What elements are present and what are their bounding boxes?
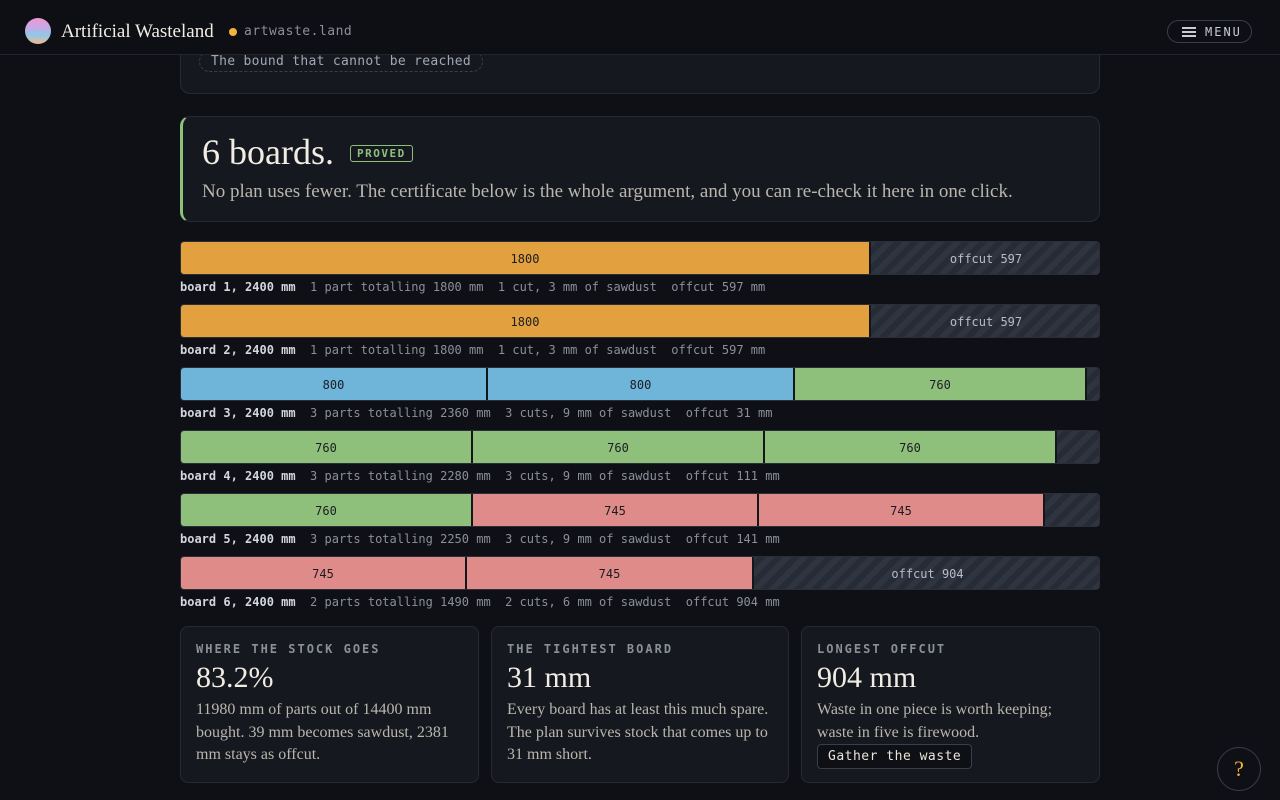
caption-offcut: offcut 141 mm xyxy=(685,532,780,546)
part-segment[interactable]: 1800 xyxy=(181,305,871,337)
caption-name: board 4, 2400 mm xyxy=(180,469,296,483)
hamburger-icon xyxy=(1182,27,1196,37)
stat-card-offcut: LONGEST OFFCUT 904 mm Waste in one piece… xyxy=(801,626,1100,783)
gather-waste-button[interactable]: Gather the waste xyxy=(817,744,973,769)
help-button[interactable]: ? xyxy=(1217,747,1261,791)
part-segment[interactable]: 800 xyxy=(488,368,795,400)
stat-label: THE TIGHTEST BOARD xyxy=(507,642,674,656)
offcut-label: offcut 597 xyxy=(949,252,1023,266)
caption-name: board 2, 2400 mm xyxy=(180,343,296,357)
stat-description: 11980 mm of parts out of 14400 mm bought… xyxy=(196,701,449,763)
board-row: 1800 offcut 597 board 1, 2400 mm 1 part to… xyxy=(180,241,1100,294)
stat-value: 904 mm xyxy=(817,661,917,694)
offcut-label: offcut 904 xyxy=(891,567,964,581)
board-caption: board 1, 2400 mm 1 part totalling 1800 m… xyxy=(180,280,765,294)
offcut-label: offcut 597 xyxy=(949,315,1023,329)
board-bar: 1800 offcut 597 xyxy=(180,241,1100,275)
caption-parts: 3 parts totalling 2250 mm xyxy=(310,532,491,546)
part-segment[interactable]: 745 xyxy=(467,557,754,589)
site-domain: artwaste.land xyxy=(244,24,353,39)
caption-offcut: offcut 111 mm xyxy=(685,469,780,483)
board-bar: 800 800 760 xyxy=(180,367,1100,401)
board-row: 800 800 760 board 3, 2400 mm 3 parts totall… xyxy=(180,367,1100,420)
caption-offcut: offcut 597 mm xyxy=(671,280,766,294)
proof-subtitle: No plan uses fewer. The certificate belo… xyxy=(202,181,1013,202)
caption-name: board 3, 2400 mm xyxy=(180,406,296,420)
caption-cuts: 3 cuts, 9 mm of sawdust xyxy=(505,406,672,420)
menu-button[interactable]: MENU xyxy=(1167,20,1252,43)
caption-parts: 3 parts totalling 2280 mm xyxy=(310,469,491,483)
board-bar: 760 760 760 xyxy=(180,430,1100,464)
caption-cuts: 3 cuts, 9 mm of sawdust xyxy=(505,532,672,546)
caption-cuts: 1 cut, 3 mm of sawdust xyxy=(497,280,657,294)
stat-value: 31 mm xyxy=(507,661,592,694)
proof-title: 6 boards. xyxy=(202,132,334,172)
caption-parts: 2 parts totalling 1490 mm xyxy=(310,595,491,609)
board-bar: 745 745 offcut 904 xyxy=(180,556,1100,590)
stat-description: Waste in one piece is worth keeping; was… xyxy=(817,701,1053,741)
part-segment[interactable]: 760 xyxy=(181,494,473,526)
part-segment[interactable]: 745 xyxy=(759,494,1045,526)
stat-value: 83.2% xyxy=(196,661,274,694)
caption-offcut: offcut 597 mm xyxy=(671,343,766,357)
part-segment[interactable]: 800 xyxy=(181,368,488,400)
menu-label: MENU xyxy=(1205,25,1242,39)
part-segment[interactable]: 760 xyxy=(181,431,473,463)
proof-card: 6 boards. PROVED No plan uses fewer. The… xyxy=(180,116,1100,222)
board-row: 745 745 offcut 904 board 6, 2400 mm 2 parts… xyxy=(180,556,1100,609)
board-caption: board 4, 2400 mm 3 parts totalling 2280 … xyxy=(180,469,780,483)
part-segment[interactable]: 745 xyxy=(181,557,467,589)
board-caption: board 6, 2400 mm 2 parts totalling 1490 … xyxy=(180,595,780,609)
stat-card-tightest: THE TIGHTEST BOARD 31 mm Every board has… xyxy=(491,626,789,783)
caption-cuts: 1 cut, 3 mm of sawdust xyxy=(497,343,657,357)
board-row: 760 745 745 board 5, 2400 mm 3 parts totall… xyxy=(180,493,1100,546)
board-row: 760 760 760 board 4, 2400 mm 3 parts totall… xyxy=(180,430,1100,483)
logo-icon[interactable] xyxy=(25,18,51,44)
caption-parts: 1 part totalling 1800 mm xyxy=(310,280,484,294)
site-title[interactable]: Artificial Wasteland xyxy=(61,21,214,42)
caption-name: board 5, 2400 mm xyxy=(180,532,296,546)
caption-cuts: 3 cuts, 9 mm of sawdust xyxy=(505,469,672,483)
board-caption: board 3, 2400 mm 3 parts totalling 2360 … xyxy=(180,406,772,420)
caption-parts: 1 part totalling 1800 mm xyxy=(310,343,484,357)
caption-name: board 6, 2400 mm xyxy=(180,595,296,609)
caption-name: board 1, 2400 mm xyxy=(180,280,296,294)
status-dot-icon xyxy=(229,28,237,36)
part-segment[interactable]: 745 xyxy=(473,494,759,526)
proved-badge: PROVED xyxy=(350,145,413,162)
caption-parts: 3 parts totalling 2360 mm xyxy=(310,406,491,420)
stat-card-stock: WHERE THE STOCK GOES 83.2% 11980 mm of p… xyxy=(180,626,479,783)
board-caption: board 2, 2400 mm 1 part totalling 1800 m… xyxy=(180,343,765,357)
caption-offcut: offcut 31 mm xyxy=(685,406,773,420)
part-segment[interactable]: 1800 xyxy=(181,242,871,274)
board-caption: board 5, 2400 mm 3 parts totalling 2250 … xyxy=(180,532,780,546)
part-segment[interactable]: 760 xyxy=(473,431,765,463)
stat-description: Every board has at least this much spare… xyxy=(507,701,769,763)
stat-label: WHERE THE STOCK GOES xyxy=(196,642,381,656)
board-row: 1800 offcut 597 board 2, 2400 mm 1 part to… xyxy=(180,304,1100,357)
caption-cuts: 2 cuts, 6 mm of sawdust xyxy=(505,595,672,609)
board-bar: 1800 offcut 597 xyxy=(180,304,1100,338)
part-segment[interactable]: 760 xyxy=(765,431,1057,463)
top-bar: Artificial Wasteland artwaste.land MENU xyxy=(0,0,1280,55)
stat-label: LONGEST OFFCUT xyxy=(817,642,947,656)
part-segment[interactable]: 760 xyxy=(795,368,1087,400)
board-bar: 760 745 745 xyxy=(180,493,1100,527)
caption-offcut: offcut 904 mm xyxy=(685,595,780,609)
